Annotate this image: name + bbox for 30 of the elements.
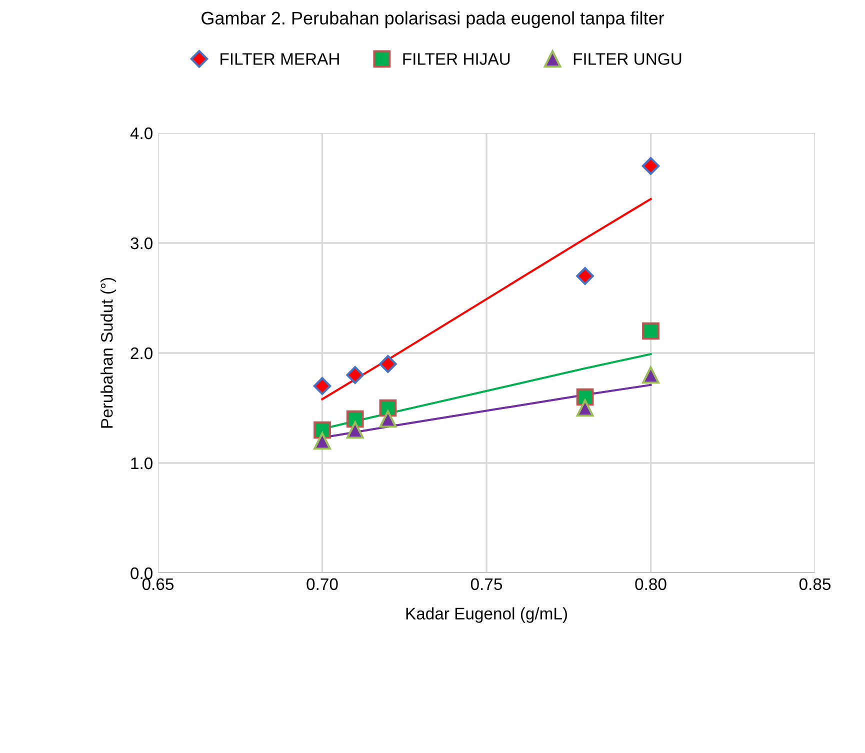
point xyxy=(576,399,594,417)
x-axis-title: Kadar Eugenol (g/mL) xyxy=(406,607,567,623)
x-tick-label: 0.85 xyxy=(799,578,831,590)
point xyxy=(642,366,660,384)
point xyxy=(576,267,594,285)
y-axis-title: Perubahan Sudut (°) xyxy=(100,278,116,428)
legend-label: FILTER UNGU xyxy=(574,53,682,65)
x-tick-label: 0.65 xyxy=(142,578,174,590)
point xyxy=(642,157,660,175)
point xyxy=(642,322,660,340)
x-tick-label: 0.70 xyxy=(306,578,338,590)
legend-label: FILTER MERAH xyxy=(220,53,339,65)
y-tick-label: 4.0 xyxy=(130,127,152,140)
chart-title: Gambar 2. Perubahan polarisasi pada eugenol tanpa filter xyxy=(202,11,664,28)
y-tick-label: 1.0 xyxy=(131,457,152,470)
x-tick-label: 0.75 xyxy=(470,578,502,590)
point xyxy=(346,366,364,384)
point xyxy=(379,410,397,428)
legend-label: FILTER HIJAU xyxy=(403,53,510,65)
point xyxy=(346,421,364,439)
point xyxy=(346,410,364,428)
y-tick-label: 2.0 xyxy=(130,347,152,360)
line-series xyxy=(321,198,652,400)
y-tick-label: 3.0 xyxy=(130,237,152,250)
point xyxy=(314,421,331,439)
point xyxy=(314,432,331,450)
point xyxy=(379,355,397,373)
point xyxy=(313,377,332,395)
y-tick-label: 0.0 xyxy=(130,567,152,580)
x-tick-label: 0.80 xyxy=(635,578,666,590)
